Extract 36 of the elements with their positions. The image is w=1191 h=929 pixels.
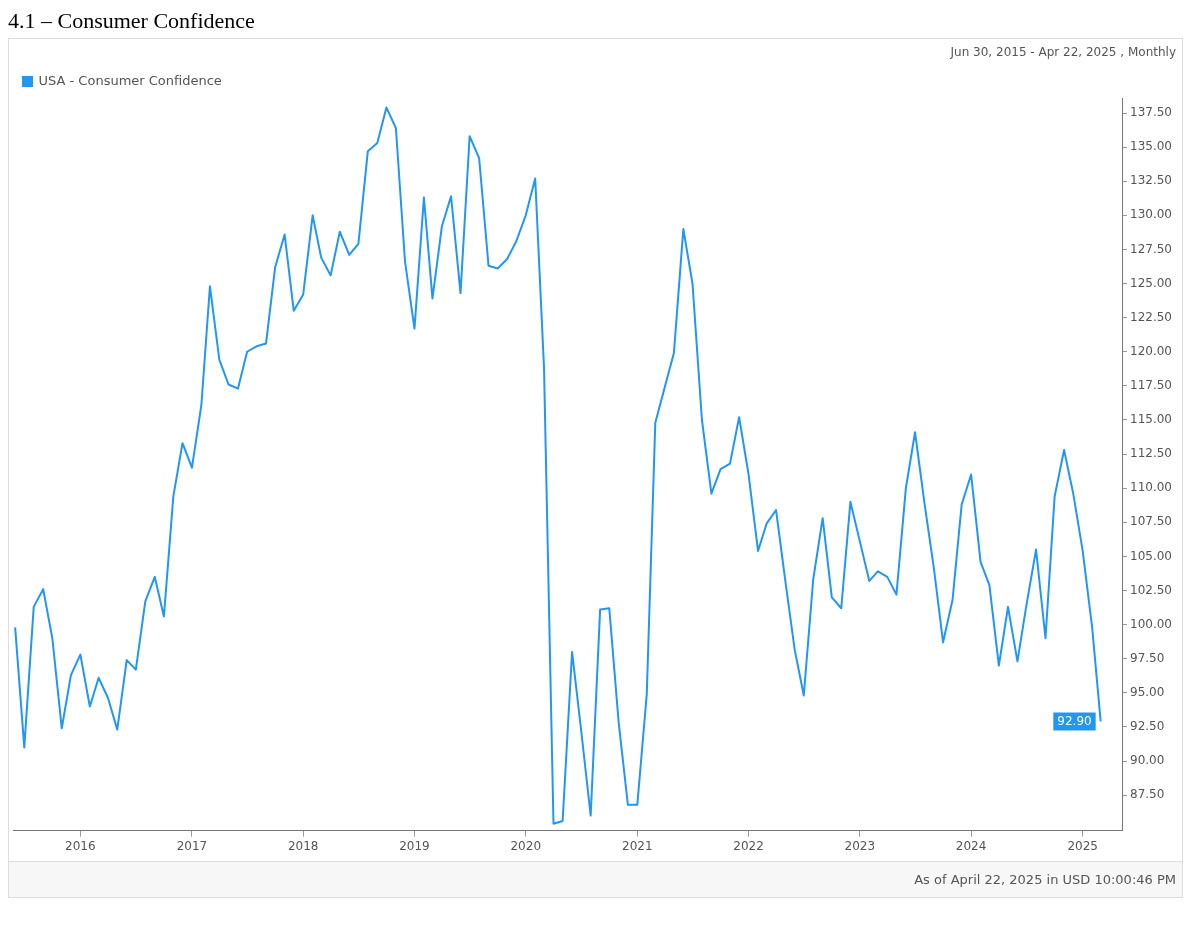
y-tick-label: 132.50 <box>1130 173 1173 188</box>
x-tick-label: 2024 <box>955 838 987 853</box>
x-tick-label: 2025 <box>1067 838 1098 853</box>
x-tick-label: 2020 <box>510 838 542 853</box>
y-tick-label: 100.00 <box>1130 616 1173 631</box>
y-tick-label: 117.50 <box>1130 377 1173 392</box>
x-tick-label: 2023 <box>844 838 876 853</box>
y-tick-label: 102.50 <box>1130 582 1173 597</box>
y-tick-label: 90.00 <box>1130 753 1165 768</box>
x-tick-label: 2018 <box>287 838 319 853</box>
y-tick-label: 87.50 <box>1130 787 1165 802</box>
chart-title: 4.1 – Consumer Confidence <box>8 8 256 34</box>
y-tick-label: 97.50 <box>1130 650 1165 665</box>
x-tick-label: 2021 <box>622 838 653 853</box>
y-tick-label: 137.50 <box>1130 105 1173 120</box>
x-tick-label: 2017 <box>176 838 208 853</box>
y-tick-label: 130.00 <box>1130 207 1173 222</box>
y-tick-label: 122.50 <box>1130 309 1173 324</box>
legend-label: USA - Consumer Confidence <box>38 72 222 88</box>
y-tick-label: 92.50 <box>1130 719 1165 734</box>
text: As of April 22, 2025 in USD 10:00:46 PM <box>9 861 1182 897</box>
y-tick-label: 110.00 <box>1130 480 1173 495</box>
data-label: 92.90 <box>1057 713 1092 728</box>
chart-subtitle: Jun 30, 2015 - Apr 22, 2025 , Monthly <box>949 44 1177 61</box>
y-tick-label: 125.00 <box>1130 275 1173 290</box>
x-tick-label: 2019 <box>399 838 430 853</box>
y-tick-label: 105.00 <box>1130 548 1173 563</box>
x-tick-label: 2016 <box>65 838 96 853</box>
y-tick-label: 135.00 <box>1130 139 1173 154</box>
y-tick-label: 127.50 <box>1130 241 1173 256</box>
x-tick-label: 2022 <box>733 838 764 853</box>
y-tick-label: 115.00 <box>1130 412 1173 427</box>
y-tick-label: 95.00 <box>1130 684 1165 699</box>
y-tick-label: 107.50 <box>1130 514 1173 529</box>
y-tick-label: 112.50 <box>1130 446 1173 461</box>
y-tick-label: 120.00 <box>1130 343 1173 358</box>
